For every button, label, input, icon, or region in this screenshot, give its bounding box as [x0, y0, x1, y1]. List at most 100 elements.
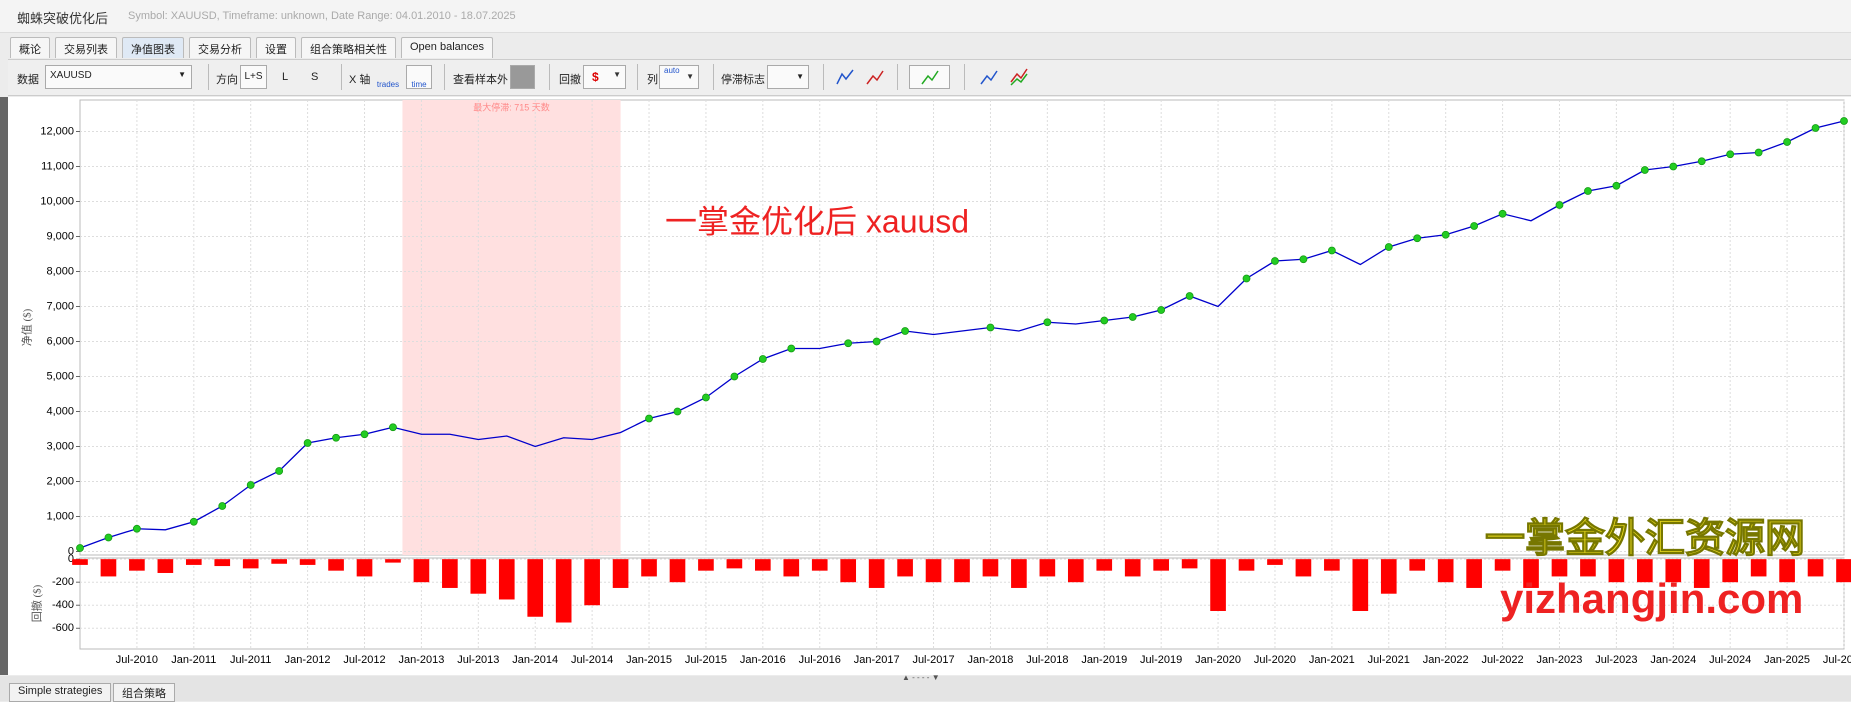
- columns-select[interactable]: auto ▼: [659, 65, 699, 89]
- label: 查看样本外: [453, 74, 508, 86]
- drawdown-bar: [982, 559, 999, 577]
- tab[interactable]: 组合策略相关性: [301, 37, 396, 58]
- x-tick-label: Jul-2022: [1481, 654, 1523, 666]
- window-subtitle: Symbol: XAUUSD, Timeframe: unknown, Date…: [128, 10, 516, 22]
- drawdown-bar: [1267, 559, 1283, 565]
- x-tick-label: Jul-2019: [1140, 654, 1182, 666]
- chart-panel: 最大停滞: 715 天数 0 1,000 2,000 3,000 4,000 5,000 6,…: [8, 97, 1851, 675]
- drawdown-bar: [698, 559, 714, 571]
- direction-button[interactable]: L+S: [240, 65, 267, 89]
- drawdown-bar: [356, 559, 373, 577]
- stagnation-select[interactable]: ▼: [767, 65, 809, 89]
- y-axis-label: 回撤 ($): [30, 584, 44, 622]
- x-tick-label: Jan-2019: [1081, 654, 1127, 666]
- drawdown-bar: [641, 559, 657, 577]
- x-tick-label: Jul-2018: [1026, 654, 1068, 666]
- new-high-marker: [1726, 150, 1735, 159]
- chart: 最大停滞: 715 天数 0 1,000 2,000 3,000 4,000 5,000 6,…: [20, 99, 1851, 666]
- drawdown-bar: [811, 559, 828, 571]
- tab[interactable]: 设置: [256, 37, 296, 58]
- tab[interactable]: 净值图表: [122, 37, 184, 58]
- x-tick-label: Jul-2011: [230, 654, 271, 666]
- stagnation-label: 最大停滞: 715 天数: [473, 101, 550, 112]
- chart-button[interactable]: [1007, 65, 1031, 89]
- bottom-tab[interactable]: 组合策略: [113, 683, 175, 702]
- direction-button[interactable]: L: [282, 71, 289, 83]
- tab[interactable]: 交易列表: [55, 37, 117, 58]
- tab[interactable]: Open balances: [401, 37, 493, 58]
- icon: [980, 70, 998, 85]
- new-high-marker: [303, 439, 312, 447]
- drawdown-bar: [1466, 559, 1482, 588]
- chart-button[interactable]: [863, 65, 887, 89]
- drawdown-bar: [1238, 559, 1255, 571]
- drawdown-bar: [925, 559, 942, 583]
- y-tick-label: 9,000: [46, 230, 74, 242]
- y-tick-label: 10,000: [40, 195, 74, 207]
- toolbar: 数据 XAUUSD ▼ 方向 L+S L S X 轴 trades time 查看…: [8, 59, 1851, 96]
- direction-button[interactable]: S: [311, 71, 319, 83]
- drawdown-bar: [669, 559, 686, 583]
- drawdown-bar: [72, 559, 88, 565]
- x-tick-label: Jul-2024: [1709, 654, 1751, 666]
- chart-select[interactable]: [909, 65, 950, 89]
- icon: [866, 70, 884, 85]
- x-tick-label: Jan-2025: [1764, 654, 1810, 666]
- drawdown-bar: [1067, 559, 1084, 583]
- new-high-marker: [645, 414, 653, 423]
- separator: [823, 64, 824, 90]
- title-bar: 蜘蛛突破优化后 Symbol: XAUUSD, Timeframe: unkno…: [0, 0, 1851, 33]
- symbol-select[interactable]: XAUUSD ▼: [45, 65, 192, 89]
- y-tick-label: 1,000: [46, 510, 74, 522]
- label: 数据: [17, 74, 39, 86]
- drawdown-icon: $: [592, 70, 599, 84]
- oos-button[interactable]: [510, 65, 535, 89]
- drawdown-bar: [157, 559, 174, 573]
- y-tick-label: 0: [68, 553, 74, 565]
- dropdown-arrow: ▼: [796, 72, 804, 81]
- new-high-marker: [360, 430, 369, 439]
- drawdown-bar: [1722, 559, 1739, 583]
- window-title: 蜘蛛突破优化后: [17, 11, 109, 26]
- x-tick-label: Jul-2025: [1823, 654, 1851, 666]
- icon: [836, 69, 854, 85]
- x-axis-button[interactable]: trades: [376, 80, 400, 89]
- y-tick-label: 12,000: [40, 125, 74, 137]
- x-tick-label: Jul-2021: [1368, 654, 1410, 666]
- new-high-marker: [1584, 187, 1592, 195]
- splitter[interactable]: ▲ - - - - ▼: [902, 673, 940, 682]
- y-tick-label: -200: [52, 576, 74, 588]
- bottom-tab[interactable]: Simple strategies: [9, 683, 112, 702]
- x-tick-label: Jan-2017: [854, 654, 900, 666]
- chart-button[interactable]: [977, 65, 1001, 89]
- x-tick-label: Jul-2016: [799, 654, 841, 666]
- x-tick-label: Jul-2017: [912, 654, 954, 666]
- watermark-cn: 一掌金外汇资源网: [1485, 516, 1805, 561]
- separator: [964, 64, 965, 90]
- new-high-marker: [1128, 313, 1137, 321]
- dropdown-arrow: ▼: [686, 72, 694, 81]
- tab[interactable]: 概论: [10, 37, 50, 58]
- drawdown-bar: [868, 559, 885, 588]
- chart-button[interactable]: [833, 65, 857, 89]
- drawdown-bar: [185, 559, 202, 565]
- new-high-marker: [1413, 234, 1422, 243]
- annotation: 一掌金优化后 xauusd: [665, 203, 969, 239]
- drawdown-bar: [1693, 559, 1710, 588]
- y-tick-label: 6,000: [46, 335, 74, 347]
- drawdown-select[interactable]: $ ▼: [583, 65, 626, 89]
- drawdown-bar: [1124, 559, 1141, 577]
- drawdown-bar: [498, 559, 515, 600]
- x-tick-label: Jan-2018: [968, 654, 1014, 666]
- label: 列: [647, 74, 658, 86]
- new-high-marker: [1555, 201, 1564, 209]
- drawdown-bar: [1608, 559, 1625, 583]
- new-high-marker: [1669, 162, 1678, 171]
- x-axis-button[interactable]: time: [406, 65, 432, 89]
- x-tick-label: Jul-2020: [1254, 654, 1296, 666]
- new-high-marker: [104, 533, 113, 542]
- icon: [1010, 68, 1028, 86]
- new-high-marker: [275, 467, 284, 475]
- tab[interactable]: 交易分析: [189, 37, 251, 58]
